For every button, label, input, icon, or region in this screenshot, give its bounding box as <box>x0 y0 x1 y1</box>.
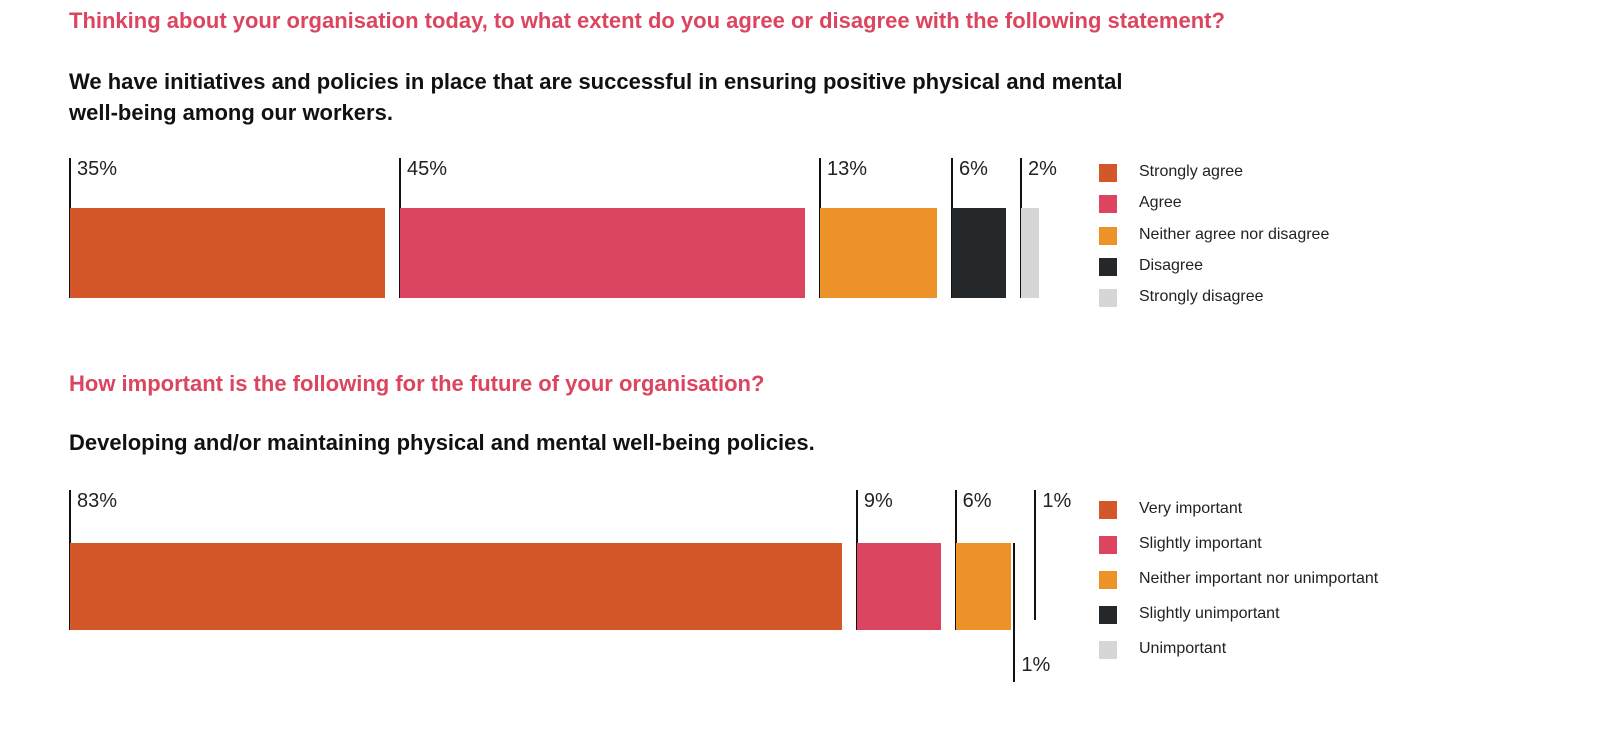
bar-slightly-important <box>856 543 941 630</box>
tick-line <box>1013 543 1016 682</box>
legend-label: Strongly agree <box>1139 163 1244 180</box>
chart2-title: How important is the following for the f… <box>69 371 765 396</box>
legend-label: Disagree <box>1139 257 1204 274</box>
bar-neither-agree-nor-disagree <box>820 208 937 298</box>
bar-very-important <box>70 543 842 630</box>
legend-label: Very important <box>1139 500 1243 517</box>
data-label: 35% <box>77 158 118 180</box>
legend-label: Neither agree nor disagree <box>1139 226 1330 243</box>
bar-disagree <box>952 208 1006 298</box>
data-label: 6% <box>962 490 992 512</box>
legend-swatch <box>1099 571 1117 589</box>
data-label: 2% <box>1028 158 1057 180</box>
legend-label: Neither important nor unimportant <box>1139 570 1379 587</box>
data-label: 45% <box>407 158 448 180</box>
legend-swatch <box>1099 501 1117 519</box>
data-label: 1% <box>1021 654 1051 676</box>
legend-swatch <box>1099 606 1117 624</box>
bar-neither-important-nor-unimportant <box>955 543 1012 630</box>
bar-strongly-disagree <box>1021 208 1039 298</box>
legend-swatch <box>1099 536 1117 554</box>
data-label: 13% <box>827 158 868 180</box>
data-label: 9% <box>863 490 893 512</box>
bar-strongly-agree <box>70 208 385 298</box>
legend-swatch <box>1099 195 1117 213</box>
legend-label: Strongly disagree <box>1139 288 1264 305</box>
legend-swatch <box>1099 227 1117 245</box>
legend-swatch <box>1099 641 1117 659</box>
chart1-subtitle: We have initiatives and policies in plac… <box>69 69 1123 125</box>
legend-label: Slightly unimportant <box>1139 605 1280 622</box>
chart1-title: Thinking about your organisation today, … <box>69 8 1225 33</box>
legend-swatch <box>1099 164 1117 182</box>
bar-agree <box>400 208 805 298</box>
data-label: 6% <box>959 158 988 180</box>
data-label: 83% <box>77 490 118 512</box>
legend-swatch <box>1099 289 1117 307</box>
data-label: 1% <box>1042 490 1072 512</box>
chart2-subtitle: Developing and/or maintaining physical a… <box>69 430 815 455</box>
legend-label: Agree <box>1139 194 1182 211</box>
tick-line <box>1034 490 1037 620</box>
legend-swatch <box>1099 258 1117 276</box>
legend-label: Unimportant <box>1139 640 1227 657</box>
legend-label: Slightly important <box>1139 535 1262 552</box>
